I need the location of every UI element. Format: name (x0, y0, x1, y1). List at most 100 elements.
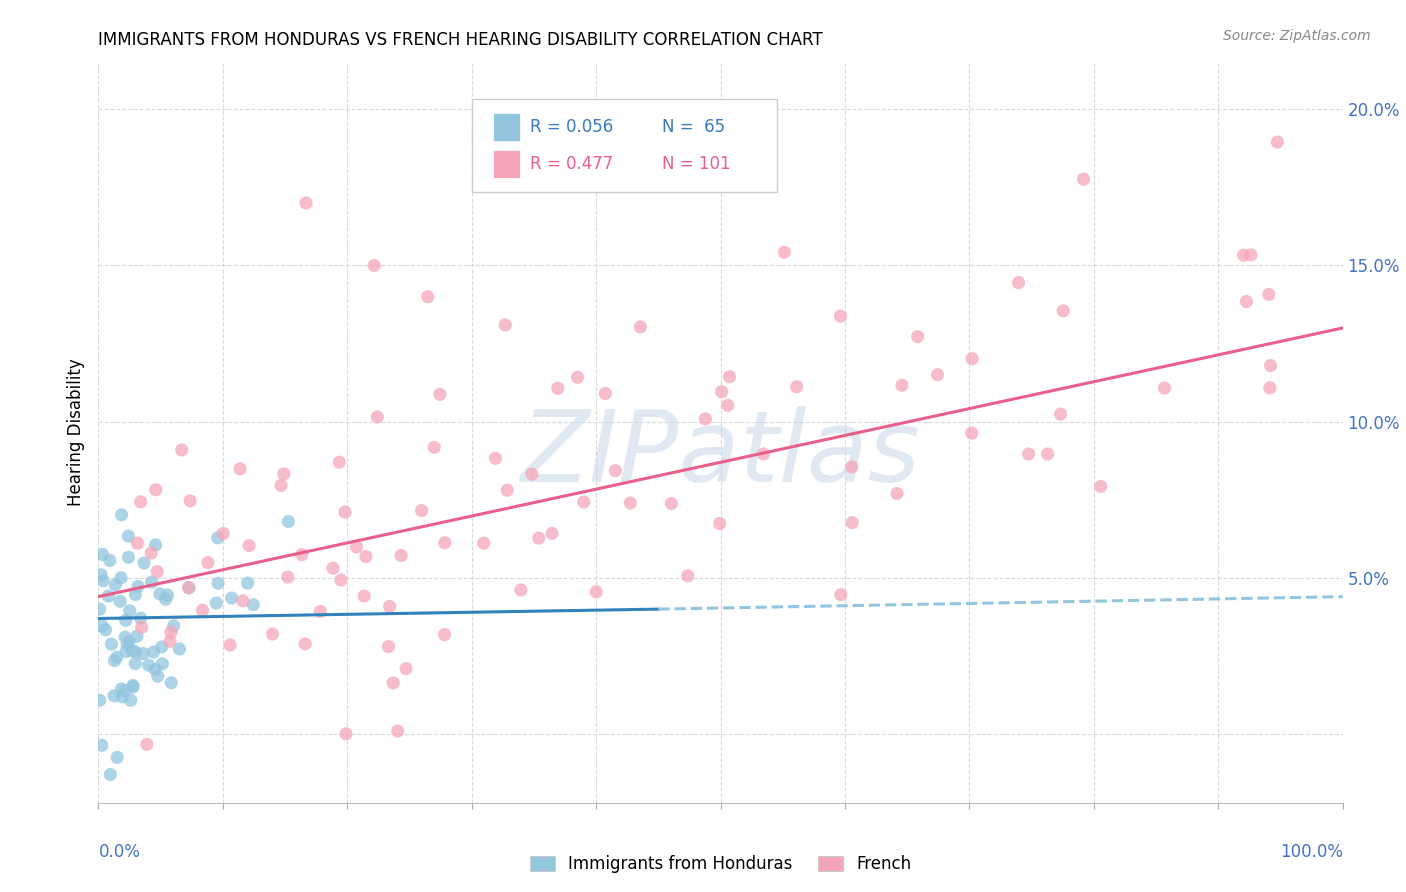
Point (132, 556, 155, 570)
Point (1232, 248, 1254, 262)
Point (1052, 304, 1074, 318)
Point (346, 540, 368, 554)
Point (786, 380, 808, 394)
Point (773, 245, 796, 260)
Point (163, 619, 186, 633)
Point (117, 529, 139, 543)
Point (395, 662, 418, 676)
Point (628, 320, 651, 334)
FancyBboxPatch shape (471, 99, 776, 192)
Point (354, 549, 377, 564)
Point (270, 478, 292, 492)
Text: N =  65: N = 65 (662, 118, 725, 136)
Point (830, 309, 852, 323)
Point (89, 693, 111, 707)
Text: 0.0%: 0.0% (98, 843, 141, 861)
Point (1007, 276, 1029, 290)
Point (156, 588, 179, 602)
Point (97, 589, 120, 603)
Point (108, 594, 131, 608)
Point (91, 548, 114, 562)
Point (150, 640, 173, 654)
Point (841, 516, 863, 530)
Point (1234, 294, 1257, 309)
Point (152, 657, 174, 671)
Point (121, 643, 143, 657)
Point (104, 578, 127, 592)
Point (122, 679, 145, 693)
Text: ZIPatlas: ZIPatlas (520, 407, 921, 503)
Point (124, 645, 146, 659)
Point (179, 493, 201, 508)
Point (1049, 407, 1071, 421)
Point (238, 539, 260, 553)
Point (160, 675, 183, 690)
Point (1018, 447, 1040, 461)
Point (191, 603, 214, 617)
Point (378, 599, 401, 614)
Point (129, 611, 152, 625)
Point (382, 676, 405, 690)
Point (366, 409, 388, 424)
Point (1240, 248, 1263, 262)
Point (114, 683, 136, 698)
Point (328, 455, 350, 469)
Point (423, 441, 446, 455)
Point (105, 750, 128, 764)
Point (567, 370, 589, 384)
Point (472, 536, 495, 550)
Point (110, 571, 132, 585)
Point (527, 531, 550, 545)
Point (547, 381, 569, 395)
Point (520, 467, 543, 481)
Text: 100.0%: 100.0% (1279, 843, 1343, 861)
Point (329, 573, 352, 587)
Point (277, 515, 299, 529)
Point (1090, 479, 1112, 493)
Point (111, 690, 134, 704)
Point (103, 689, 125, 703)
Point (1260, 359, 1282, 373)
Point (291, 548, 314, 562)
Point (273, 467, 295, 481)
Point (484, 451, 506, 466)
Point (143, 662, 166, 676)
Point (960, 351, 983, 366)
Point (277, 570, 299, 584)
Point (94, 623, 117, 637)
Point (221, 591, 243, 605)
Point (322, 561, 344, 575)
Point (118, 604, 141, 618)
Point (131, 620, 153, 634)
Point (110, 508, 132, 522)
Point (960, 426, 983, 441)
Point (718, 369, 741, 384)
Point (387, 724, 409, 739)
Point (219, 638, 242, 652)
Point (752, 447, 775, 461)
Point (710, 384, 733, 399)
Point (127, 536, 149, 550)
Point (262, 627, 284, 641)
Point (146, 565, 169, 579)
Legend: Immigrants from Honduras, French: Immigrants from Honduras, French (523, 848, 918, 880)
Point (125, 629, 148, 643)
Point (169, 641, 191, 656)
Point (122, 680, 145, 694)
Point (236, 576, 259, 591)
Point (229, 462, 252, 476)
Point (886, 486, 908, 500)
Point (197, 556, 219, 570)
Point (127, 579, 149, 593)
Point (541, 526, 564, 541)
Point (105, 650, 128, 665)
Point (205, 596, 228, 610)
Point (129, 495, 152, 509)
Point (160, 625, 183, 640)
Point (132, 647, 155, 661)
Point (110, 681, 132, 696)
Point (120, 693, 142, 707)
Text: N = 101: N = 101 (662, 155, 731, 173)
Point (114, 613, 136, 627)
Point (1036, 447, 1059, 461)
